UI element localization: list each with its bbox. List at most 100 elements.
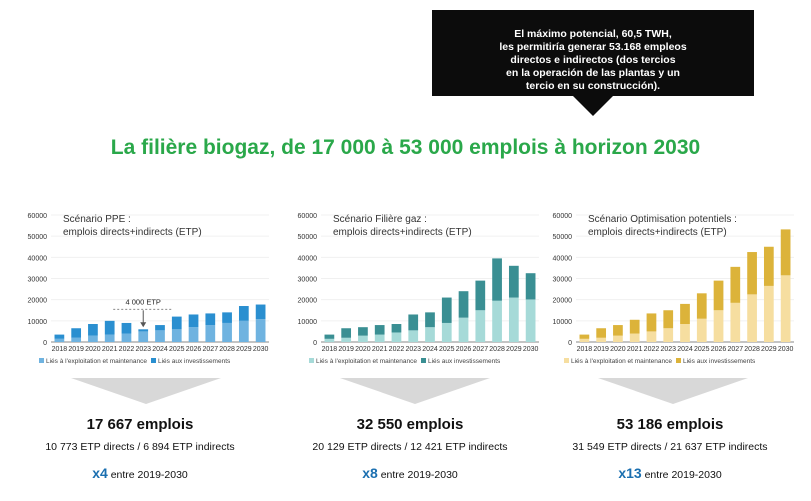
- x-tick-label: 2020: [355, 346, 371, 353]
- y-tick-label: 30000: [298, 277, 318, 284]
- callout-line: directos e indirectos (dos tercios: [510, 54, 676, 66]
- summary-detail: 31 549 ETP directs / 21 637 ETP indirect…: [572, 441, 768, 453]
- legend-label: Liés à l'exploitation et maintenance: [316, 358, 417, 365]
- x-tick-label: 2027: [203, 346, 219, 353]
- y-tick-label: 30000: [28, 277, 48, 284]
- bar-segment: [646, 331, 657, 342]
- bar-segment: [205, 325, 216, 342]
- x-tick-label: 2026: [456, 346, 472, 353]
- bar-segment: [188, 314, 199, 328]
- x-tick-label: 2029: [761, 346, 777, 353]
- bar-segment: [391, 332, 402, 342]
- x-tick-label: 2030: [778, 346, 794, 353]
- bar-segment: [255, 319, 266, 342]
- chart-title-line: Scénario Filière gaz :: [333, 214, 427, 225]
- bar-segment: [54, 334, 65, 339]
- x-tick-label: 2021: [102, 346, 118, 353]
- bar-segment: [341, 337, 352, 342]
- summary-growth: x4 entre 2019-2030: [20, 465, 260, 481]
- bar-segment: [663, 310, 674, 329]
- bar-segment: [374, 325, 385, 335]
- bar-segment: [763, 285, 774, 342]
- x-tick-label: 2030: [523, 346, 539, 353]
- bar-segment: [138, 331, 149, 342]
- growth-period: entre 2019-2030: [380, 469, 458, 481]
- x-tick-label: 2024: [152, 346, 168, 353]
- legend-label: Liés à l'exploitation et maintenance: [46, 358, 147, 365]
- x-tick-label: 2020: [610, 346, 626, 353]
- bar-segment: [780, 229, 791, 276]
- summary-total: 53 186 emplois: [616, 416, 724, 433]
- bar-segment: [425, 327, 435, 342]
- legend-swatch: [151, 358, 156, 363]
- bar-segment: [188, 327, 199, 342]
- bar-segment: [696, 293, 707, 319]
- down-arrow-icon: [340, 378, 490, 404]
- bar-segment: [629, 319, 640, 334]
- bar-segment: [88, 324, 98, 336]
- legend-swatch: [676, 358, 681, 363]
- bar-segment: [391, 324, 402, 333]
- y-tick-label: 50000: [553, 234, 573, 241]
- annotation-label: 4 000 ETP: [126, 297, 161, 306]
- bar-segment: [780, 275, 791, 342]
- bar-segment: [121, 333, 132, 342]
- summary-detail: 10 773 ETP directs / 6 894 ETP indirects: [45, 441, 235, 453]
- bar-segment: [713, 280, 724, 311]
- legend-label: Liés aux investissements: [683, 358, 756, 365]
- bar-segment: [71, 328, 82, 338]
- callout-box: El máximo potencial, 60,5 TWH, les permi…: [432, 10, 754, 116]
- chart-title-line: Scénario Optimisation potentiels :: [588, 214, 737, 225]
- chart-title-line: emplois directs+indirects (ETP): [63, 227, 202, 238]
- growth-period: entre 2019-2030: [644, 469, 722, 481]
- bar-segment: [222, 322, 232, 342]
- chart-panel-filiere-gaz: 0 10000 20000 30000 40000 50000 60000 2018 2019 2…: [285, 207, 539, 377]
- y-tick-label: 40000: [28, 255, 48, 262]
- bar-segment: [138, 329, 149, 332]
- legend-label: Liés à l'exploitation et maintenance: [571, 358, 672, 365]
- x-tick-label: 2027: [473, 346, 489, 353]
- x-tick-label: 2022: [119, 346, 135, 353]
- x-tick-label: 2029: [236, 346, 252, 353]
- bar-segment: [341, 328, 352, 338]
- growth-multiplier: x4: [92, 465, 108, 481]
- bar-segment: [238, 320, 249, 342]
- callout-line: El máximo potencial, 60,5 TWH,: [514, 28, 672, 40]
- y-tick-label: 50000: [298, 234, 318, 241]
- bar-segment: [54, 338, 65, 342]
- y-tick-label: 10000: [28, 319, 48, 326]
- x-tick-label: 2028: [489, 346, 505, 353]
- page-headline: La filière biogaz, de 17 000 à 53 000 em…: [110, 136, 701, 159]
- y-tick-label: 40000: [298, 255, 318, 262]
- x-tick-label: 2018: [577, 346, 593, 353]
- bar-segment: [613, 335, 623, 342]
- bar-segment: [508, 265, 519, 298]
- x-tick-label: 2018: [322, 346, 338, 353]
- bar-segment: [458, 291, 469, 318]
- bar-segment: [71, 337, 82, 342]
- bar-segment: [324, 338, 335, 342]
- bar-segment: [358, 335, 368, 342]
- bar-segment: [205, 313, 216, 326]
- legend-label: Liés aux investissements: [158, 358, 231, 365]
- bar-segment: [88, 335, 98, 342]
- bar-segment: [171, 316, 182, 330]
- x-tick-label: 2030: [253, 346, 269, 353]
- y-tick-label: 60000: [553, 213, 573, 220]
- y-tick-label: 20000: [28, 298, 48, 305]
- y-tick-label: 50000: [28, 234, 48, 241]
- bar-segment: [492, 300, 502, 342]
- x-tick-label: 2021: [372, 346, 388, 353]
- bar-segment: [155, 330, 165, 342]
- bar-segment: [104, 320, 115, 335]
- bar-segment: [713, 310, 724, 342]
- callout-line: tercio en su construcción).: [525, 80, 661, 92]
- summary-growth: x8 entre 2019-2030: [290, 465, 530, 481]
- y-tick-label: 30000: [553, 277, 573, 284]
- chart-title-line: emplois directs+indirects (ETP): [588, 227, 727, 238]
- chart-panel-ppe: 0 10000 20000 30000 40000 50000 60000 2018 2019 2…: [15, 207, 269, 377]
- legend-swatch: [421, 358, 426, 363]
- x-tick-label: 2019: [68, 346, 84, 353]
- bar-segment: [441, 297, 452, 323]
